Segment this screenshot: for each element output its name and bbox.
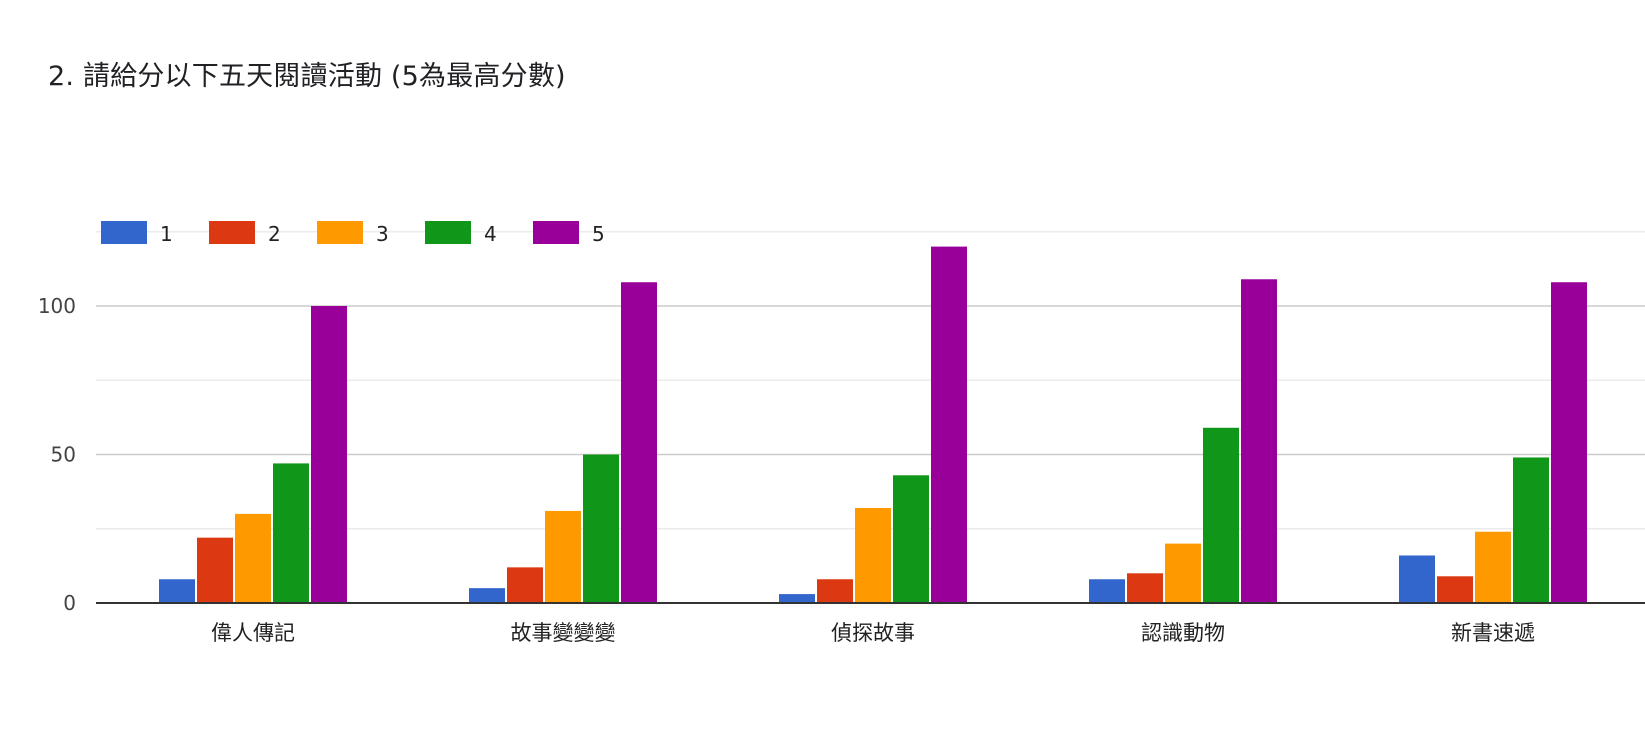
bar-5 xyxy=(311,306,347,603)
bar-4 xyxy=(583,454,619,603)
bar-4 xyxy=(1203,427,1239,603)
legend-swatch-3 xyxy=(317,221,363,244)
bar-3 xyxy=(235,513,271,603)
bar-5 xyxy=(1551,282,1587,603)
bar-2 xyxy=(507,567,543,603)
legend-label-5: 5 xyxy=(592,222,605,246)
page-title: 2. 請給分以下五天閱讀活動 (5為最高分數) xyxy=(48,61,566,92)
bar-5 xyxy=(621,282,657,603)
legend-swatch-1 xyxy=(101,221,147,244)
bar-4 xyxy=(893,475,929,603)
legend-label-2: 2 xyxy=(268,222,281,246)
bar-2 xyxy=(817,579,853,603)
bar-1 xyxy=(1399,555,1435,603)
legend-label-4: 4 xyxy=(484,222,497,246)
y-tick-label: 50 xyxy=(51,443,76,467)
bar-2 xyxy=(1437,576,1473,603)
bar-4 xyxy=(273,463,309,603)
legend-label-3: 3 xyxy=(376,222,389,246)
x-category-label: 偵探故事 xyxy=(831,621,915,645)
legend-swatch-5 xyxy=(533,221,579,244)
x-category-label: 偉人傳記 xyxy=(211,621,295,645)
bar-5 xyxy=(931,246,967,603)
bar-1 xyxy=(1089,579,1125,603)
x-category-label: 新書速遞 xyxy=(1451,621,1535,645)
bar-1 xyxy=(159,579,195,603)
y-tick-label: 100 xyxy=(38,294,76,318)
bar-3 xyxy=(855,507,891,603)
legend-swatch-2 xyxy=(209,221,255,244)
bar-1 xyxy=(779,594,815,603)
bar-1 xyxy=(469,588,505,603)
legend-swatch-4 xyxy=(425,221,471,244)
y-tick-label: 0 xyxy=(63,591,76,615)
x-category-label: 故事變變變 xyxy=(511,621,616,645)
legend-label-1: 1 xyxy=(160,222,173,246)
bar-5 xyxy=(1241,279,1277,603)
bar-2 xyxy=(197,537,233,603)
bar-3 xyxy=(545,510,581,603)
bar-3 xyxy=(1165,543,1201,603)
bar-4 xyxy=(1513,457,1549,603)
x-category-label: 認識動物 xyxy=(1141,621,1225,645)
bar-2 xyxy=(1127,573,1163,603)
bar-3 xyxy=(1475,531,1511,603)
